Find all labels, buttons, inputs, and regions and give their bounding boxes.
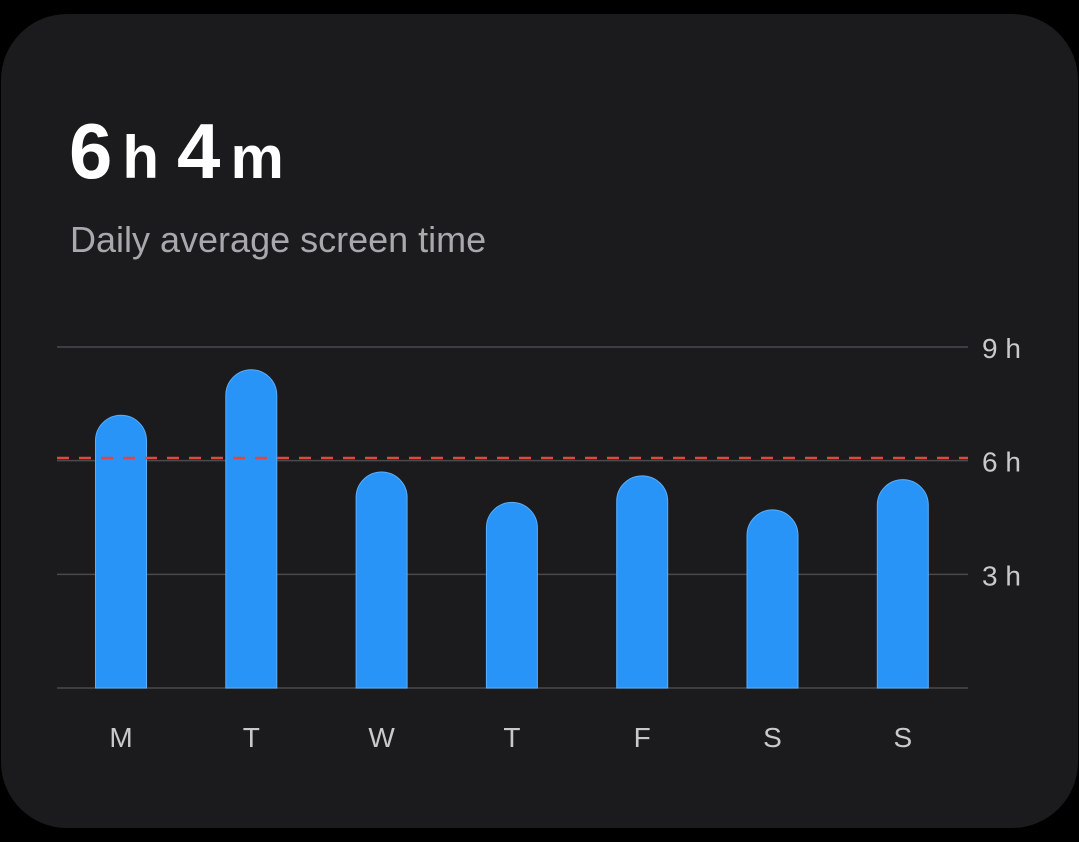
day-label-0: M — [109, 722, 132, 753]
bar-6 — [876, 479, 929, 689]
day-label-5: S — [763, 722, 782, 753]
y-tick-label: 3 h — [982, 560, 1021, 591]
bar-3 — [485, 501, 538, 689]
bar-4 — [616, 475, 669, 689]
day-label-3: T — [503, 722, 520, 753]
hours-unit: h — [122, 124, 160, 191]
bar-2 — [355, 471, 408, 689]
minutes-unit: m — [230, 124, 284, 191]
y-tick-label: 9 h — [982, 333, 1021, 364]
day-label-4: F — [634, 722, 651, 753]
minutes-value: 4 — [177, 107, 221, 195]
day-label-6: S — [893, 722, 912, 753]
bar-1 — [225, 369, 278, 689]
bar-5 — [746, 509, 799, 689]
daily-average-label: Daily average screen time — [70, 219, 487, 260]
y-tick-label: 6 h — [982, 447, 1021, 478]
day-label-1: T — [243, 722, 260, 753]
bar-0 — [95, 414, 147, 689]
hours-value: 6 — [69, 107, 113, 195]
day-label-2: W — [368, 722, 395, 753]
